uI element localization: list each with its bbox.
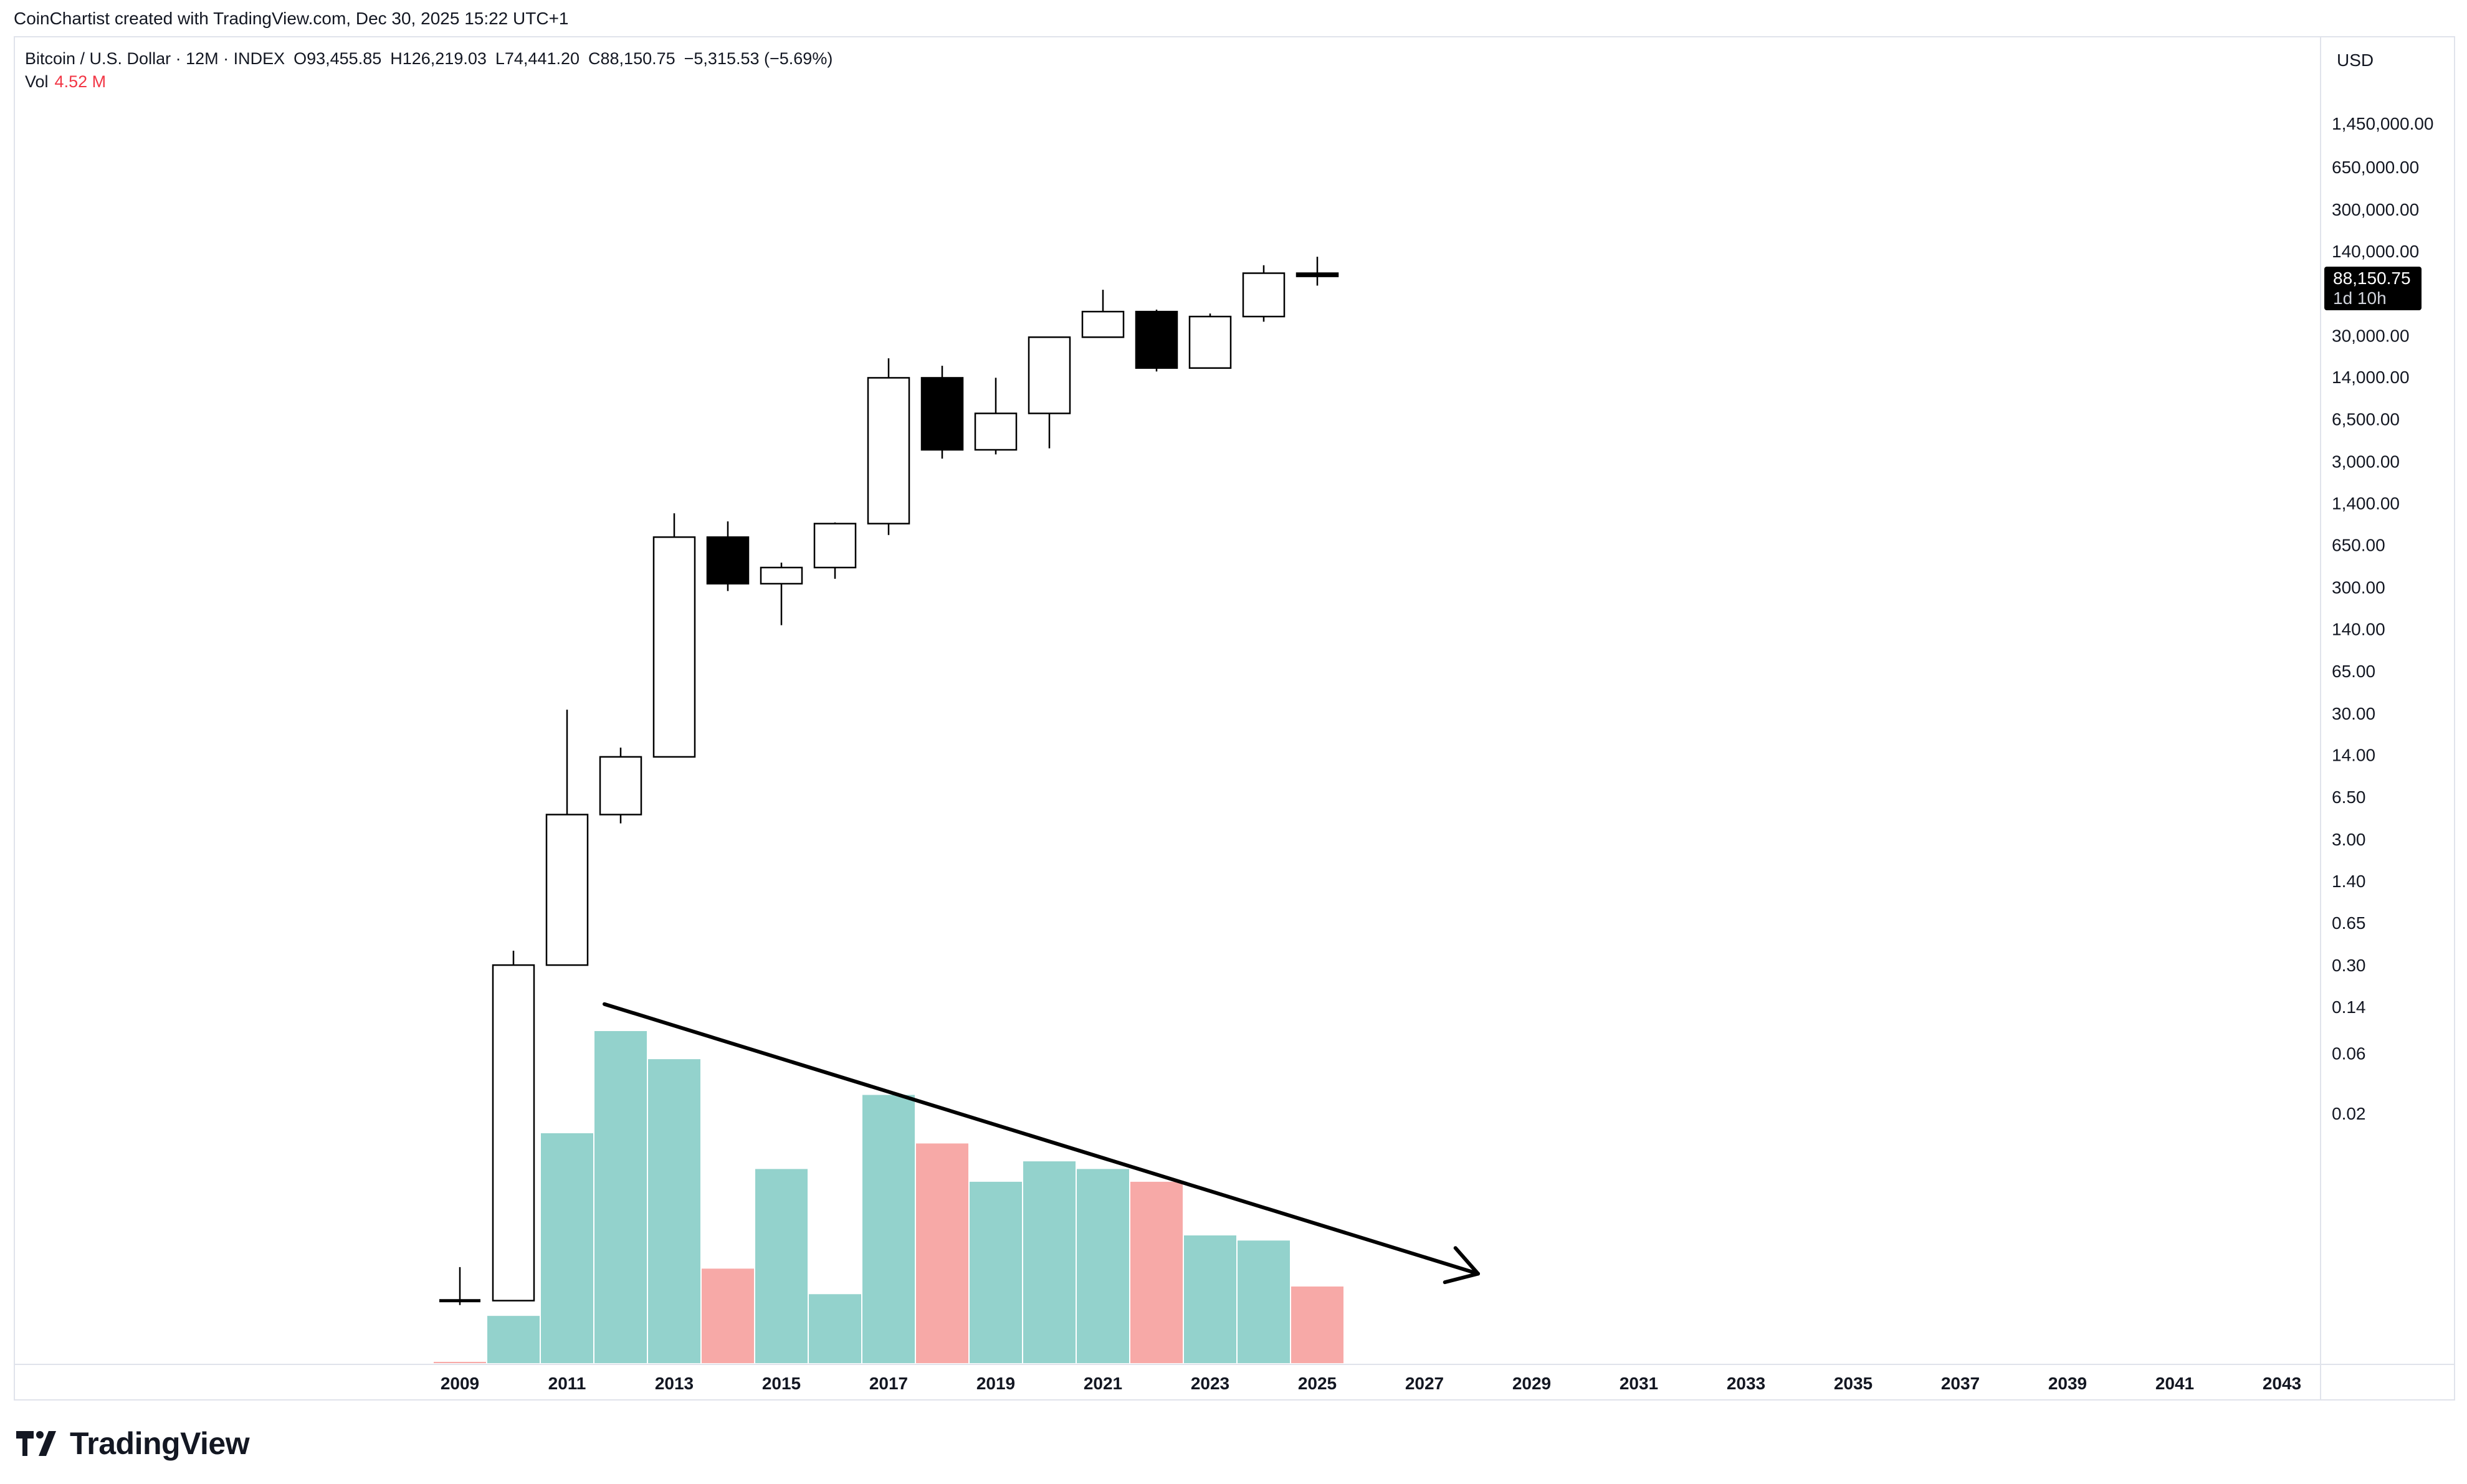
symbol-line: Bitcoin / U.S. Dollar · 12M · INDEX O93,4… bbox=[25, 47, 833, 70]
candle-body[interactable] bbox=[1242, 272, 1286, 318]
candle-body[interactable] bbox=[1135, 310, 1178, 369]
volume-bar[interactable] bbox=[487, 1316, 540, 1363]
volume-bar[interactable] bbox=[1023, 1161, 1076, 1363]
ohlc-low: L74,441.20 bbox=[495, 49, 580, 68]
volume-bar[interactable] bbox=[1291, 1287, 1343, 1363]
price-tick-label: 0.30 bbox=[2332, 956, 2366, 975]
time-tick-label: 2041 bbox=[2155, 1374, 2194, 1393]
price-tick-label: 650.00 bbox=[2332, 536, 2385, 555]
time-tick-label: 2039 bbox=[2048, 1374, 2087, 1393]
time-tick-label: 2011 bbox=[548, 1374, 586, 1393]
bar-countdown: 1d 10h bbox=[2333, 288, 2387, 308]
time-tick-label: 2035 bbox=[1834, 1374, 1873, 1393]
price-tick-label: 140,000.00 bbox=[2332, 242, 2419, 261]
candle-body[interactable] bbox=[545, 814, 589, 966]
time-tick-label: 2021 bbox=[1084, 1374, 1122, 1393]
volume-bar[interactable] bbox=[1184, 1235, 1236, 1363]
volume-bar[interactable] bbox=[970, 1181, 1022, 1363]
tradingview-logo-icon bbox=[16, 1431, 56, 1456]
last-price: 88,150.75 bbox=[2333, 269, 2411, 288]
price-tick-label: 3,000.00 bbox=[2332, 452, 2400, 471]
price-tick-label: 0.14 bbox=[2332, 997, 2366, 1017]
ohlc-open: O93,455.85 bbox=[293, 49, 382, 68]
price-tick-label: 0.02 bbox=[2332, 1104, 2366, 1123]
time-tick-label: 2037 bbox=[1941, 1374, 1980, 1393]
time-tick-label: 2009 bbox=[441, 1374, 479, 1393]
chart-legend: Bitcoin / U.S. Dollar · 12M · INDEX O93,4… bbox=[25, 47, 833, 93]
volume-bar[interactable] bbox=[916, 1143, 968, 1363]
price-tick-label: 6.50 bbox=[2332, 787, 2366, 807]
last-price-tag: 88,150.75 1d 10h bbox=[2324, 267, 2422, 310]
chart-credit: CoinChartist created with TradingView.co… bbox=[14, 9, 569, 28]
volume-bar[interactable] bbox=[809, 1294, 861, 1363]
time-tick-label: 2023 bbox=[1191, 1374, 1229, 1393]
volume-bar[interactable] bbox=[594, 1031, 647, 1363]
price-tick-label: 14,000.00 bbox=[2332, 368, 2410, 387]
price-tick-label: 0.65 bbox=[2332, 913, 2366, 933]
price-tick-label: 300.00 bbox=[2332, 578, 2385, 597]
volume-line: Vol 4.52 M bbox=[25, 70, 833, 93]
price-tick-label: 1.40 bbox=[2332, 872, 2366, 891]
volume-bar[interactable] bbox=[862, 1095, 915, 1364]
time-tick-label: 2017 bbox=[869, 1374, 908, 1393]
currency-label[interactable]: USD bbox=[2337, 50, 2374, 70]
candle-body[interactable] bbox=[867, 377, 910, 525]
price-tick-label: 300,000.00 bbox=[2332, 200, 2419, 219]
chart-frame bbox=[14, 36, 2455, 1401]
candle-body[interactable] bbox=[492, 964, 535, 1301]
candle-body[interactable] bbox=[1081, 310, 1125, 338]
volume-label[interactable]: Vol bbox=[25, 72, 49, 91]
price-tick-label: 140.00 bbox=[2332, 620, 2385, 639]
volume-bar[interactable] bbox=[648, 1059, 700, 1363]
candle-body[interactable] bbox=[813, 523, 857, 569]
symbol-name[interactable]: Bitcoin / U.S. Dollar · 12M · INDEX bbox=[25, 49, 285, 68]
tradingview-brand[interactable]: TradingView bbox=[16, 1425, 250, 1462]
price-tick-label: 3.00 bbox=[2332, 830, 2366, 849]
price-tick-label: 1,450,000.00 bbox=[2332, 114, 2434, 133]
volume-bar[interactable] bbox=[434, 1361, 486, 1363]
volume-bar[interactable] bbox=[1238, 1240, 1290, 1363]
ohlc-close: C88,150.75 bbox=[588, 49, 675, 68]
candle-body[interactable] bbox=[706, 536, 750, 585]
price-tick-label: 65.00 bbox=[2332, 662, 2375, 681]
price-change: −5,315.53 (−5.69%) bbox=[684, 49, 833, 68]
candle-body[interactable] bbox=[1028, 336, 1071, 414]
time-tick-label: 2027 bbox=[1405, 1374, 1444, 1393]
time-tick-label: 2013 bbox=[655, 1374, 694, 1393]
ohlc-high: H126,219.03 bbox=[390, 49, 487, 68]
time-tick-label: 2029 bbox=[1512, 1374, 1551, 1393]
candle-body[interactable] bbox=[920, 377, 964, 451]
price-tick-label: 1,400.00 bbox=[2332, 493, 2400, 513]
time-tick-label: 2019 bbox=[976, 1374, 1015, 1393]
brand-name: TradingView bbox=[70, 1426, 250, 1461]
price-tick-label: 30,000.00 bbox=[2332, 326, 2410, 345]
volume-bar[interactable] bbox=[1077, 1169, 1129, 1363]
price-tick-label: 0.06 bbox=[2332, 1044, 2366, 1063]
time-tick-label: 2025 bbox=[1298, 1374, 1337, 1393]
price-tick-label: 30.00 bbox=[2332, 704, 2375, 723]
time-tick-label: 2033 bbox=[1727, 1374, 1765, 1393]
candle-body[interactable] bbox=[974, 412, 1018, 451]
volume-bar[interactable] bbox=[702, 1268, 754, 1363]
volume-bar[interactable] bbox=[1130, 1181, 1183, 1363]
price-tick-label: 650,000.00 bbox=[2332, 158, 2419, 177]
price-tick-label: 6,500.00 bbox=[2332, 410, 2400, 429]
volume-value: 4.52 M bbox=[54, 72, 107, 91]
price-tick-label: 14.00 bbox=[2332, 746, 2375, 765]
time-tick-label: 2031 bbox=[1620, 1374, 1658, 1393]
trendline-arrow[interactable] bbox=[603, 1002, 1480, 1276]
time-tick-label: 2043 bbox=[2263, 1374, 2301, 1393]
candle-body[interactable] bbox=[652, 536, 696, 758]
volume-bar[interactable] bbox=[755, 1169, 808, 1363]
volume-bar[interactable] bbox=[541, 1133, 593, 1363]
candle-body[interactable] bbox=[760, 566, 803, 585]
candle-body[interactable] bbox=[1188, 315, 1232, 369]
time-tick-label: 2015 bbox=[762, 1374, 801, 1393]
candle-body[interactable] bbox=[1296, 272, 1339, 277]
trendline-arrowhead bbox=[1443, 1246, 1480, 1285]
candle-body[interactable] bbox=[599, 756, 642, 816]
